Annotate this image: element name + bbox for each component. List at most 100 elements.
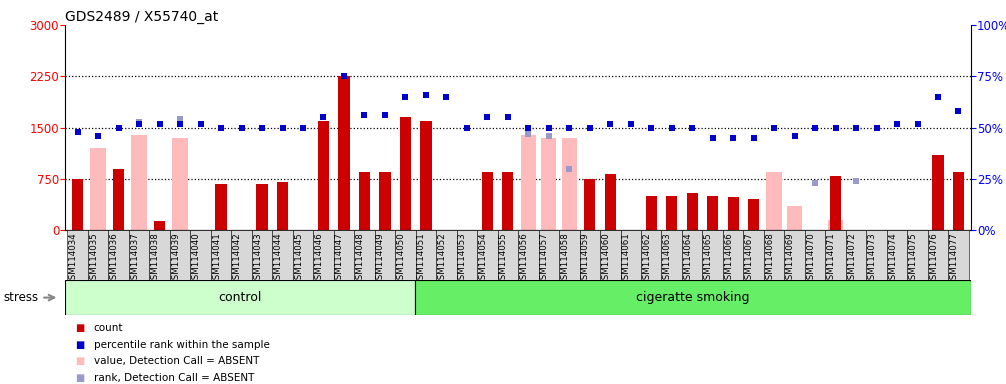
Bar [541, 138, 556, 230]
Text: GSM114037: GSM114037 [130, 232, 139, 285]
Bar [415, 230, 437, 280]
Bar [785, 230, 805, 280]
Text: rank, Detection Call = ABSENT: rank, Detection Call = ABSENT [94, 373, 254, 383]
Text: GSM114042: GSM114042 [232, 232, 241, 285]
Bar [561, 138, 577, 230]
Bar [399, 118, 411, 230]
Text: GSM114073: GSM114073 [867, 232, 876, 285]
Bar [379, 172, 390, 230]
Text: GSM114040: GSM114040 [191, 232, 200, 285]
Text: GSM114063: GSM114063 [663, 232, 672, 285]
Text: percentile rank within the sample: percentile rank within the sample [94, 340, 270, 350]
Bar [421, 121, 432, 230]
Bar [457, 230, 477, 280]
Bar [787, 207, 803, 230]
Bar [538, 230, 559, 280]
Text: GSM114052: GSM114052 [438, 232, 447, 285]
Bar [172, 138, 188, 230]
Text: GSM114077: GSM114077 [950, 232, 959, 285]
Bar [641, 230, 662, 280]
Bar [928, 230, 949, 280]
Text: GSM114064: GSM114064 [683, 232, 692, 285]
Bar [293, 230, 313, 280]
Bar [113, 169, 125, 230]
Text: ■: ■ [75, 340, 85, 350]
Bar [502, 172, 513, 230]
Bar [334, 230, 354, 280]
Text: GSM114048: GSM114048 [355, 232, 364, 285]
Text: GSM114038: GSM114038 [151, 232, 160, 285]
Bar [584, 179, 596, 230]
Bar [953, 172, 964, 230]
Text: GSM114059: GSM114059 [580, 232, 590, 285]
Text: GSM114075: GSM114075 [908, 232, 917, 285]
Text: GSM114054: GSM114054 [479, 232, 487, 285]
Bar [482, 172, 493, 230]
Text: GSM114057: GSM114057 [540, 232, 549, 285]
Bar [415, 280, 971, 315]
Text: GSM114067: GSM114067 [744, 232, 753, 285]
Bar [828, 220, 843, 230]
Text: GSM114065: GSM114065 [703, 232, 712, 285]
Text: GSM114036: GSM114036 [110, 232, 119, 285]
Bar [559, 230, 579, 280]
Text: GSM114058: GSM114058 [560, 232, 569, 285]
Bar [907, 230, 928, 280]
Bar [830, 175, 841, 230]
Bar [67, 230, 88, 280]
Bar [129, 230, 149, 280]
Bar [395, 230, 415, 280]
Bar [252, 230, 273, 280]
Text: stress: stress [3, 291, 38, 304]
Text: GSM114041: GSM114041 [212, 232, 221, 285]
Bar [666, 196, 677, 230]
Text: GSM114049: GSM114049 [376, 232, 385, 285]
Text: ■: ■ [75, 356, 85, 366]
Bar [273, 230, 293, 280]
Bar [949, 230, 969, 280]
Bar [727, 197, 738, 230]
Bar [682, 230, 702, 280]
Bar [190, 230, 211, 280]
Bar [257, 184, 268, 230]
Bar [211, 230, 231, 280]
Bar [579, 230, 600, 280]
Text: GSM114070: GSM114070 [806, 232, 815, 285]
Text: GSM114060: GSM114060 [602, 232, 611, 285]
Bar [215, 184, 226, 230]
Bar [521, 134, 536, 230]
Text: GSM114053: GSM114053 [458, 232, 467, 285]
Bar [621, 230, 641, 280]
Text: GSM114076: GSM114076 [929, 232, 938, 285]
Bar [600, 230, 621, 280]
Bar [231, 230, 252, 280]
Text: GSM114051: GSM114051 [416, 232, 426, 285]
Bar [91, 148, 106, 230]
Bar [149, 230, 170, 280]
Bar [72, 179, 83, 230]
Bar [170, 230, 190, 280]
Text: GSM114066: GSM114066 [724, 232, 733, 285]
Bar [498, 230, 518, 280]
Bar [764, 230, 785, 280]
Bar [605, 174, 616, 230]
Bar [374, 230, 395, 280]
Text: GSM114043: GSM114043 [254, 232, 262, 285]
Text: GSM114046: GSM114046 [315, 232, 324, 285]
Bar [646, 196, 657, 230]
Text: GSM114050: GSM114050 [396, 232, 405, 285]
Bar [662, 230, 682, 280]
Bar [277, 182, 288, 230]
Bar [88, 230, 109, 280]
Text: GSM114061: GSM114061 [622, 232, 631, 285]
Bar [767, 172, 782, 230]
Bar [887, 230, 907, 280]
Text: control: control [218, 291, 262, 304]
Text: GSM114047: GSM114047 [335, 232, 344, 285]
Bar [686, 193, 698, 230]
Bar [477, 230, 498, 280]
Text: ■: ■ [75, 373, 85, 383]
Text: GSM114062: GSM114062 [642, 232, 651, 285]
Bar [109, 230, 129, 280]
Text: GSM114039: GSM114039 [171, 232, 180, 285]
